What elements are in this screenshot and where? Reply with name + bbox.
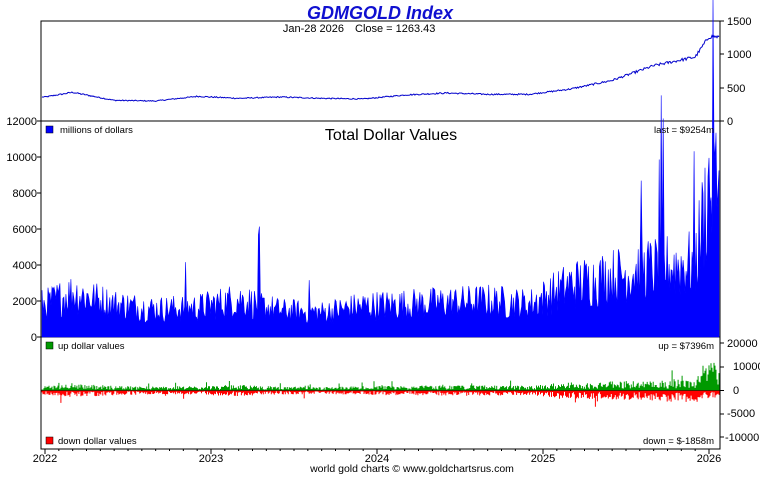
up-last-label: up = $7396m (658, 341, 714, 352)
subtitle-date: Jan-28 2026 (283, 23, 344, 35)
down-series-bars (41, 390, 720, 407)
volume-tick-label: 2000 (13, 296, 37, 308)
price-tick-label: 500 (727, 83, 745, 95)
volume-panel-title: Total Dollar Values (325, 127, 457, 144)
volume-tick-label: 6000 (13, 224, 37, 236)
x-tick-label: 2024 (365, 453, 389, 465)
updown-tick-label: -10000 (725, 432, 759, 444)
price-tick-label: 1500 (727, 16, 751, 28)
price-tick-label: 1000 (727, 49, 751, 61)
chart-title: GDMGOLD Index (307, 3, 454, 23)
footer-credit: world gold charts © www.goldchartsrus.co… (309, 463, 514, 475)
up-legend-swatch (45, 341, 54, 350)
volume-tick-label: 10000 (6, 152, 37, 164)
updown-tick-label: 20000 (727, 338, 758, 350)
volume-tick-label: 0 (31, 332, 37, 344)
volume-tick-label: 4000 (13, 260, 37, 272)
volume-last-label: last = $9254m (654, 125, 714, 136)
axis-ticks (37, 20, 724, 454)
updown-tick-label: 0 (733, 385, 739, 397)
price-panel-frame (40, 20, 721, 122)
price-tick-label: 0 (727, 116, 733, 128)
down-legend-swatch (45, 436, 54, 445)
volume-series-area (41, 0, 720, 338)
x-tick-label: 2026 (697, 453, 721, 465)
volume-legend-label: millions of dollars (60, 125, 133, 136)
volume-tick-label: 12000 (6, 116, 37, 128)
updown-tick-label: 10000 (733, 361, 760, 373)
x-tick-label: 2023 (199, 453, 223, 465)
x-tick-label: 2025 (531, 453, 555, 465)
price-series-line (41, 34, 720, 103)
up-legend-label: up dollar values (58, 341, 125, 352)
volume-tick-label: 8000 (13, 188, 37, 200)
subtitle-close: Close = 1263.43 (355, 23, 435, 35)
updown-bars-layer (41, 362, 720, 407)
up-series-bars (41, 362, 720, 391)
x-tick-label: 2022 (33, 453, 57, 465)
tick-marks-layer (37, 20, 724, 454)
volume-area-layer (41, 0, 720, 338)
price-line-layer (41, 34, 720, 103)
volume-legend-swatch (45, 125, 54, 134)
down-last-label: down = $-1858m (643, 436, 714, 447)
down-legend-label: down dollar values (58, 436, 137, 447)
updown-tick-label: -5000 (727, 408, 755, 420)
